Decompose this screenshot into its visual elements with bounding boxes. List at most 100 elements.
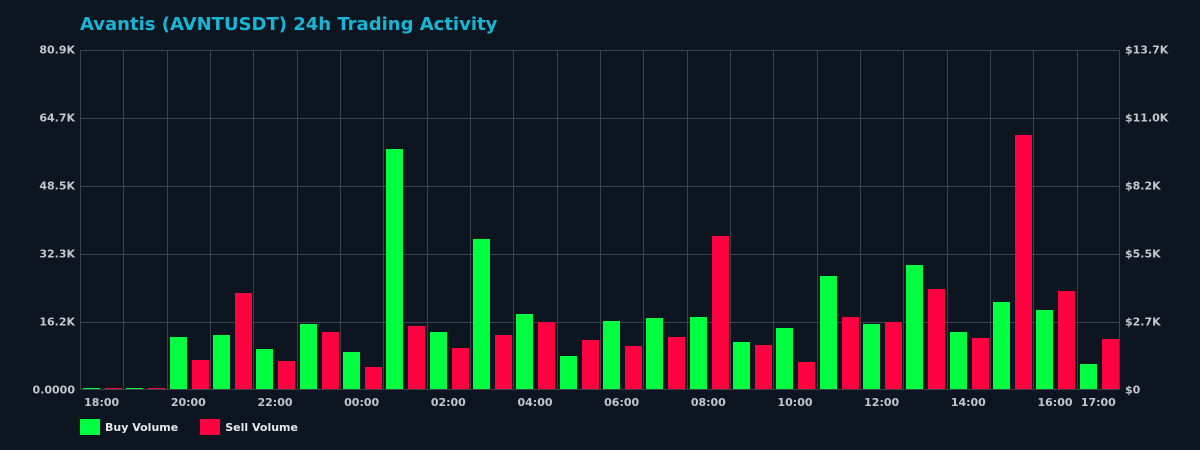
sell-volume-bar[interactable] [885,322,902,389]
buy-volume-bar[interactable] [819,275,837,389]
buy-volume-bar[interactable] [776,328,794,389]
sell-volume-bar[interactable] [495,335,512,389]
sell-volume-bar[interactable] [1101,339,1119,389]
chart-title: Avantis (AVNTUSDT) 24h Trading Activity [80,14,498,35]
vertical-gridline [903,51,905,389]
sell-volume-bar[interactable] [408,325,426,389]
legend-label-sell: Sell Volume [225,420,298,434]
buy-swatch-icon [80,419,100,435]
x-tick: 14:00 [950,396,986,409]
sell-volume-bar[interactable] [105,388,122,389]
y-tick-left: 80.9K [39,43,75,57]
vertical-gridline [643,51,645,389]
buy-volume-bar[interactable] [993,302,1010,389]
vertical-gridline [730,51,731,389]
x-tick: 02:00 [430,396,466,409]
y-tick-left: 64.7K [39,111,75,125]
buy-volume-bar[interactable] [559,355,577,389]
sell-volume-bar[interactable] [928,288,946,389]
y-tick-left: 0.0000 [32,383,75,397]
vertical-gridline [513,51,515,389]
sell-volume-bar[interactable] [538,322,556,389]
vertical-gridline [1076,51,1078,389]
vertical-gridline [1033,51,1035,389]
sell-volume-bar[interactable] [798,362,816,389]
buy-volume-bar[interactable] [473,238,490,389]
sell-volume-bar[interactable] [711,236,729,389]
vertical-gridline [253,51,255,389]
buy-volume-bar[interactable] [516,314,534,389]
buy-volume-bar[interactable] [689,317,707,389]
x-tick: 06:00 [604,396,640,409]
sell-volume-bar[interactable] [625,346,642,389]
x-tick: 10:00 [777,396,813,409]
buy-volume-bar[interactable] [1079,364,1097,389]
sell-volume-bar[interactable] [278,360,296,389]
x-tick: 16:00 [1037,396,1073,409]
vertical-gridline [946,51,948,389]
vertical-gridline [556,51,558,389]
vertical-gridline [210,51,211,389]
vertical-gridline [600,51,601,389]
buy-volume-bar[interactable] [949,331,967,389]
sell-volume-bar[interactable] [971,338,989,389]
sell-volume-bar[interactable] [841,317,859,389]
sell-volume-bar[interactable] [581,339,599,389]
y-tick-right: $8.2K [1125,179,1161,193]
buy-volume-bar[interactable] [256,349,274,389]
sell-volume-bar[interactable] [668,336,686,389]
buy-volume-bar[interactable] [213,335,230,389]
legend: Buy Volume Sell Volume [80,419,320,435]
buy-volume-bar[interactable] [863,323,880,389]
x-tick: 12:00 [864,396,900,409]
sell-volume-bar[interactable] [321,331,339,389]
buy-volume-bar[interactable] [429,331,447,389]
buy-volume-bar[interactable] [1036,310,1054,389]
vertical-gridline [686,51,688,389]
legend-item-buy[interactable]: Buy Volume [80,419,178,435]
x-tick: 18:00 [84,396,120,409]
vertical-gridline [860,51,861,389]
x-tick: 04:00 [517,396,553,409]
x-tick: 22:00 [257,396,293,409]
y-tick-right: $13.7K [1125,43,1169,57]
buy-volume-bar[interactable] [733,341,750,389]
sell-volume-bar[interactable] [755,344,772,389]
y-tick-right: $2.7K [1125,315,1161,329]
vertical-gridline [426,51,428,389]
y-tick-right: $5.5K [1125,247,1161,261]
sell-swatch-icon [200,419,221,435]
legend-item-sell[interactable]: Sell Volume [200,419,298,435]
plot-area [80,50,1120,390]
x-tick: 00:00 [344,396,380,409]
vertical-gridline [383,51,385,389]
buy-volume-bar[interactable] [126,388,144,389]
x-tick: 08:00 [690,396,726,409]
y-tick-left: 48.5K [39,179,75,193]
y-tick-left: 32.3K [39,247,75,261]
x-tick: 17:00 [1080,396,1116,409]
buy-volume-bar[interactable] [386,149,404,389]
sell-volume-bar[interactable] [1058,291,1076,389]
buy-volume-bar[interactable] [906,265,924,389]
vertical-gridline [773,51,775,389]
sell-volume-bar[interactable] [451,347,469,389]
buy-volume-bar[interactable] [299,323,317,389]
buy-volume-bar[interactable] [169,336,187,389]
y-tick-right: $0 [1125,383,1141,397]
sell-volume-bar[interactable] [191,360,209,389]
buy-volume-bar[interactable] [83,388,100,389]
y-tick-right: $11.0K [1125,111,1169,125]
vertical-gridline [123,51,125,389]
buy-volume-bar[interactable] [646,317,664,389]
sell-volume-bar[interactable] [235,293,252,389]
vertical-gridline [296,51,298,389]
legend-label-buy: Buy Volume [105,420,179,434]
sell-volume-bar[interactable] [1015,135,1032,389]
buy-volume-bar[interactable] [603,320,620,389]
sell-volume-bar[interactable] [148,388,166,389]
buy-volume-bar[interactable] [343,352,360,389]
vertical-gridline [990,51,991,389]
sell-volume-bar[interactable] [365,367,382,389]
x-tick: 20:00 [170,396,206,409]
